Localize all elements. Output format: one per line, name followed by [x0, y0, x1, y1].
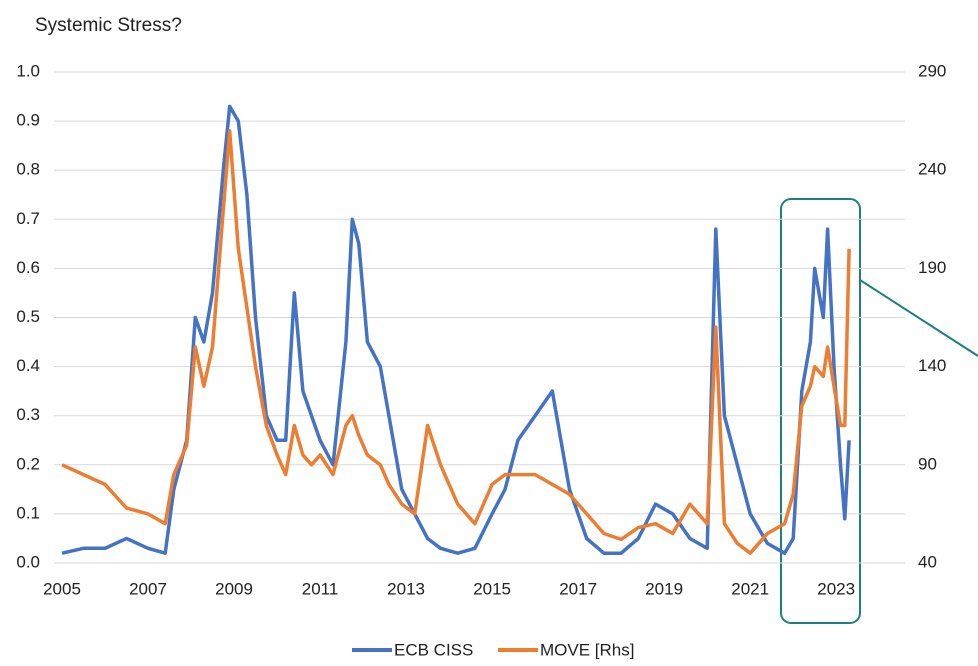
y-tick-label: 0.7 [16, 209, 40, 228]
legend-label: MOVE [Rhs] [540, 640, 634, 659]
y-tick-label: 0.8 [16, 160, 40, 179]
series-line [61, 104, 851, 555]
y2-tick-label: 240 [918, 160, 946, 179]
x-tick-label: 2007 [129, 579, 167, 598]
y-tick-label: 0.0 [16, 552, 40, 571]
x-tick-label: 2009 [215, 579, 253, 598]
highlight-box [780, 198, 861, 624]
x-tick-label: 2013 [387, 579, 425, 598]
y-tick-label: 1.0 [16, 61, 40, 80]
y-tick-label: 0.4 [16, 356, 40, 375]
y2-tick-label: 190 [918, 258, 946, 277]
callout-line [859, 279, 978, 357]
y-tick-label: 0.1 [16, 503, 40, 522]
y-tick-label: 0.3 [16, 405, 40, 424]
y2-tick-label: 140 [918, 356, 946, 375]
series-line [61, 129, 851, 555]
x-tick-label: 2005 [43, 579, 81, 598]
chart-title: Systemic Stress? [35, 15, 182, 36]
y2-tick-label: 90 [918, 454, 937, 473]
legend-label: ECB CISS [394, 640, 473, 659]
x-tick-label: 2011 [302, 579, 339, 598]
y-tick-label: 0.5 [16, 307, 40, 326]
x-tick-label: 2023 [817, 579, 855, 598]
x-tick-label: 2021 [731, 579, 769, 598]
x-tick-label: 2017 [559, 579, 597, 598]
x-tick-label: 2019 [645, 579, 683, 598]
x-tick-label: 2015 [473, 579, 511, 598]
y-tick-label: 0.6 [16, 258, 40, 277]
y2-tick-label: 40 [918, 552, 937, 571]
y2-tick-label: 290 [918, 61, 946, 80]
y-tick-label: 0.2 [16, 454, 40, 473]
y-tick-label: 0.9 [16, 111, 40, 130]
